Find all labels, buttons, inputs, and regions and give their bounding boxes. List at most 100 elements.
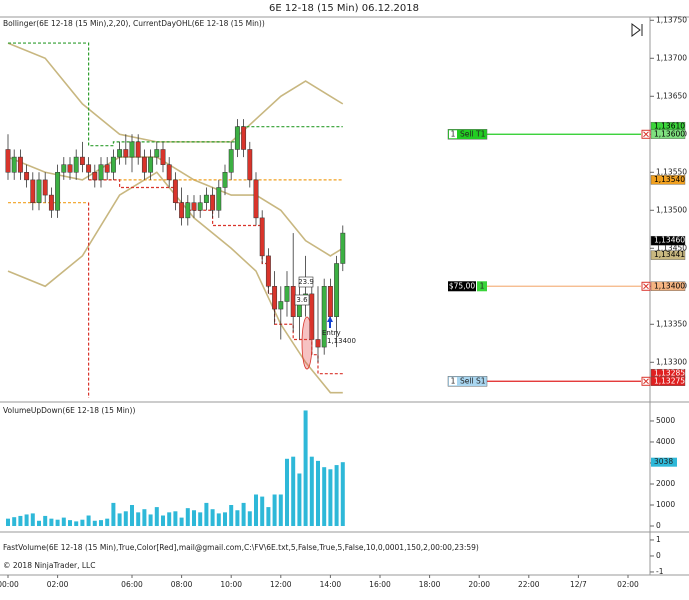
annotation: 1,13400 [327, 337, 356, 345]
y-tick-label: -1 [656, 567, 664, 576]
copyright: © 2018 NinjaTrader, LLC [3, 561, 95, 570]
candle-body [67, 164, 73, 173]
volume-bar [92, 520, 97, 527]
candle-body [259, 217, 265, 257]
volume-bar [222, 512, 227, 527]
price-marker-label: 1,13610 [654, 122, 685, 131]
candle-body [55, 172, 61, 211]
volume-bar [284, 458, 289, 527]
volume-bar [55, 519, 60, 527]
volume-bar [74, 521, 79, 527]
candle-body [185, 202, 191, 219]
candle-body [154, 149, 160, 158]
volume-bar [142, 509, 147, 527]
y-tick-label: 1,13350 [656, 319, 687, 328]
candle-body [340, 232, 346, 264]
order-qty-box[interactable] [477, 281, 487, 292]
volume-bar [30, 513, 35, 527]
order-action: Sell [460, 129, 474, 138]
order-qty: 1 [451, 129, 456, 138]
volume-bar [18, 515, 23, 527]
volume-bar [260, 496, 265, 527]
volume-bar [241, 502, 246, 527]
volume-bar [173, 511, 178, 527]
volume-bar [229, 505, 234, 527]
trade-highlight [301, 316, 313, 370]
y-tick-label: 1000 [656, 500, 675, 509]
price-marker [650, 281, 686, 291]
candle-body [160, 149, 166, 165]
price-marker-label: 1,13285 [654, 369, 685, 378]
candle-body [210, 194, 216, 211]
y-tick-label: 1,13750 [656, 15, 687, 24]
y-tick-label: 0 [656, 521, 661, 530]
volume-bar [86, 515, 91, 527]
volume-bar [148, 514, 153, 527]
volume-marker-label: 3038 [654, 457, 673, 466]
toolbar-icon[interactable] [631, 23, 643, 37]
x-tick-label: 16:00 [369, 580, 391, 589]
candle-body [334, 263, 340, 317]
y-tick-label: 1,13700 [656, 53, 687, 62]
volume-bar [272, 494, 277, 527]
order-box[interactable] [447, 376, 488, 387]
candle-body [48, 194, 54, 211]
candle-body [17, 156, 23, 173]
volume-bar [80, 519, 85, 527]
annotation-box [294, 294, 310, 306]
candle-body [110, 156, 116, 173]
price-marker [650, 129, 686, 139]
order-pnl-box [448, 281, 476, 292]
candle-body [73, 156, 79, 173]
x-tick-label: 20:00 [468, 580, 490, 589]
candle-body [203, 194, 209, 203]
volume-bar [198, 512, 203, 527]
order-action: Sell [460, 376, 474, 385]
candle-body [123, 149, 129, 158]
volume-bar [204, 502, 209, 527]
candle-body [30, 179, 36, 203]
candle-body [253, 179, 259, 219]
candle-body [135, 141, 141, 158]
candle-body [104, 164, 110, 173]
volume-bar [235, 510, 240, 527]
candle-body [315, 339, 321, 348]
candle-body [179, 202, 185, 219]
order-name: S1 [476, 376, 486, 385]
candle-body [234, 126, 240, 150]
price-marker [650, 250, 686, 260]
volume-bar [328, 469, 333, 527]
order-box[interactable] [447, 129, 488, 140]
price-marker-label: 1,13275 [654, 376, 685, 385]
price-marker [650, 175, 686, 185]
volume-bar [167, 512, 172, 527]
x-tick-label: 08:00 [171, 580, 193, 589]
candle-body [172, 179, 178, 203]
volume-bar [309, 456, 314, 527]
order-name: T1 [475, 129, 486, 138]
volume-bar [129, 505, 134, 527]
y-tick-label: 1,13550 [656, 167, 687, 176]
indicator-label: Bollinger(6E 12-18 (15 Min),2,20), Curre… [3, 19, 265, 28]
price-marker-label: 1,13400 [654, 281, 685, 290]
volume-bar [136, 512, 141, 527]
window-title: 6E 12-18 (15 Min) 06.12.2018 [269, 3, 419, 14]
candle-body [129, 141, 135, 158]
indicator-label: VolumeUpDown(6E 12-18 (15 Min)) [3, 406, 135, 415]
order-qty-box [449, 377, 457, 386]
volume-bar [98, 520, 103, 527]
candle-body [11, 156, 17, 173]
candle-body [247, 149, 253, 181]
candle-body [36, 179, 42, 203]
volume-bar [36, 520, 41, 527]
indicator-line [7, 171, 343, 394]
volume-bar [210, 509, 215, 527]
price-marker [650, 376, 686, 386]
annotation: 3.6 [296, 296, 308, 304]
candle-body [191, 202, 197, 211]
price-marker [650, 235, 686, 246]
x-tick-label: 12:00 [270, 580, 292, 589]
candle-body [92, 172, 98, 181]
x-tick-label: 00:00 [0, 580, 19, 589]
volume-marker [651, 457, 677, 467]
